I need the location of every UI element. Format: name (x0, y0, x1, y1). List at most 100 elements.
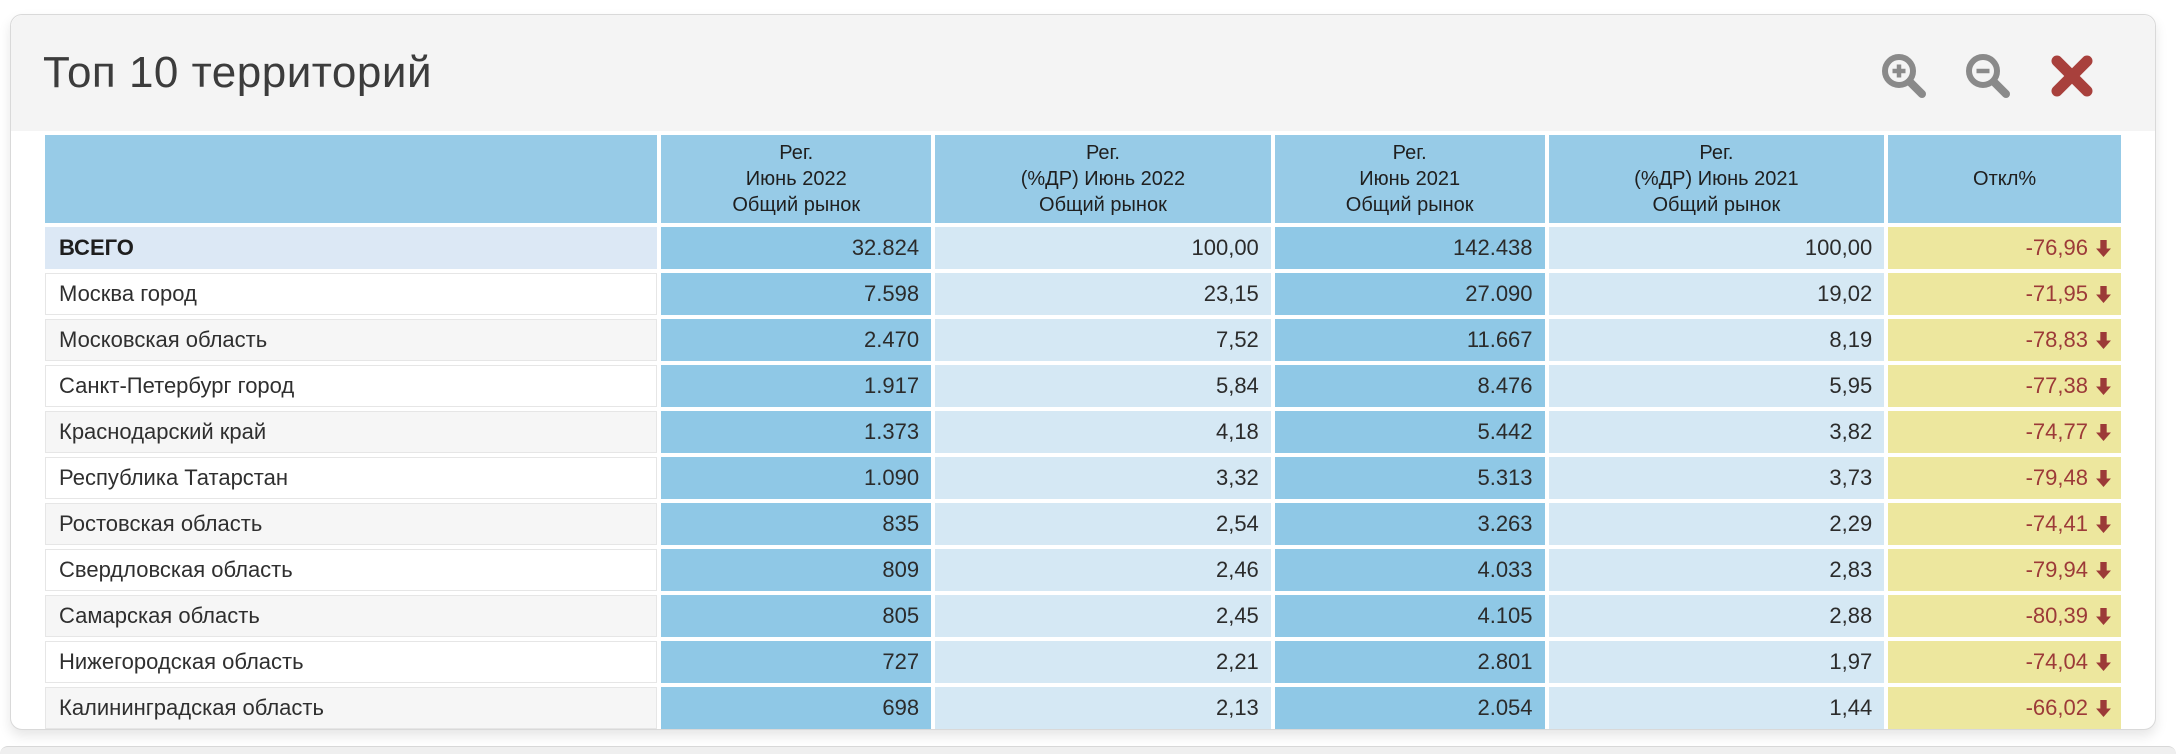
header-line: Общий рынок (1039, 194, 1167, 216)
percent-cell[interactable]: 2,88 (1548, 595, 1885, 637)
deviation-cell[interactable]: -74,04 (1888, 641, 2121, 683)
percent-cell[interactable]: 2,83 (1548, 549, 1885, 591)
territory-cell[interactable]: Санкт-Петербург город (45, 365, 658, 407)
percent-cell[interactable]: 2,46 (935, 549, 1271, 591)
percent-cell[interactable]: 100,00 (935, 227, 1271, 269)
deviation-cell[interactable]: -74,41 (1888, 503, 2121, 545)
territory-cell[interactable]: Краснодарский край (45, 411, 658, 453)
top-territories-widget: Топ 10 территорий (10, 14, 2156, 730)
value-cell[interactable]: 7.598 (661, 273, 932, 315)
value-cell[interactable]: 1.917 (661, 365, 932, 407)
value-cell[interactable]: 4.033 (1274, 549, 1545, 591)
percent-cell[interactable]: 4,18 (935, 411, 1271, 453)
col-header-reg-pct-jun-2022[interactable]: Рег. (%ДР) Июнь 2022 Общий рынок (935, 135, 1271, 223)
value-cell[interactable]: 1.090 (661, 457, 932, 499)
close-button[interactable] (2045, 49, 2099, 103)
percent-cell[interactable]: 1,44 (1548, 687, 1885, 729)
table-row[interactable]: Москва город 7.598 23,15 27.090 19,02 -7… (45, 273, 2121, 315)
trend-down-icon (2096, 424, 2111, 441)
table-row[interactable]: Московская область 2.470 7,52 11.667 8,1… (45, 319, 2121, 361)
territory-cell[interactable]: Самарская область (45, 595, 658, 637)
territory-cell[interactable]: Ростовская область (45, 503, 658, 545)
value-cell[interactable]: 27.090 (1274, 273, 1545, 315)
value-cell[interactable]: 2.470 (661, 319, 932, 361)
percent-cell[interactable]: 7,52 (935, 319, 1271, 361)
trend-down-icon (2096, 332, 2111, 349)
percent-cell[interactable]: 5,95 (1548, 365, 1885, 407)
percent-cell[interactable]: 100,00 (1548, 227, 1885, 269)
deviation-cell[interactable]: -79,48 (1888, 457, 2121, 499)
trend-down-icon (2096, 516, 2111, 533)
trend-down-icon (2096, 470, 2111, 487)
value-cell[interactable]: 727 (661, 641, 932, 683)
col-header-territory[interactable] (45, 135, 658, 223)
table-row[interactable]: Свердловская область 809 2,46 4.033 2,83… (45, 549, 2121, 591)
deviation-cell[interactable]: -76,96 (1888, 227, 2121, 269)
table-row[interactable]: Калининградская область 698 2,13 2.054 1… (45, 687, 2121, 729)
territory-cell[interactable]: Калининградская область (45, 687, 658, 729)
territory-cell[interactable]: Москва город (45, 273, 658, 315)
col-header-reg-jun-2021[interactable]: Рег. Июнь 2021 Общий рынок (1274, 135, 1545, 223)
header-line: Общий рынок (1652, 194, 1781, 216)
percent-cell[interactable]: 2,54 (935, 503, 1271, 545)
value-cell[interactable]: 4.105 (1274, 595, 1545, 637)
value-cell[interactable]: 142.438 (1274, 227, 1545, 269)
territory-cell[interactable]: Московская область (45, 319, 658, 361)
value-cell[interactable]: 835 (661, 503, 932, 545)
value-cell[interactable]: 5.442 (1274, 411, 1545, 453)
value-cell[interactable]: 11.667 (1274, 319, 1545, 361)
territory-cell[interactable]: Республика Татарстан (45, 457, 658, 499)
value-cell[interactable]: 698 (661, 687, 932, 729)
percent-cell[interactable]: 5,84 (935, 365, 1271, 407)
percent-cell[interactable]: 19,02 (1548, 273, 1885, 315)
value-cell[interactable]: 2.801 (1274, 641, 1545, 683)
deviation-cell[interactable]: -80,39 (1888, 595, 2121, 637)
deviation-cell[interactable]: -74,77 (1888, 411, 2121, 453)
table-row[interactable]: Республика Татарстан 1.090 3,32 5.313 3,… (45, 457, 2121, 499)
value-cell[interactable]: 809 (661, 549, 932, 591)
percent-cell[interactable]: 3,73 (1548, 457, 1885, 499)
percent-cell[interactable]: 2,13 (935, 687, 1271, 729)
percent-cell[interactable]: 2,45 (935, 595, 1271, 637)
zoom-in-button[interactable] (1877, 49, 1931, 103)
percent-cell[interactable]: 3,82 (1548, 411, 1885, 453)
next-widget-top-edge (0, 746, 2176, 754)
value-cell[interactable]: 5.313 (1274, 457, 1545, 499)
value-cell[interactable]: 3.263 (1274, 503, 1545, 545)
territory-cell[interactable]: ВСЕГО (45, 227, 658, 269)
territories-table-container: Рег. Июнь 2022 Общий рынок Рег. (%ДР) Ию… (41, 131, 2125, 729)
deviation-cell[interactable]: -66,02 (1888, 687, 2121, 729)
table-row[interactable]: Ростовская область 835 2,54 3.263 2,29 -… (45, 503, 2121, 545)
value-cell[interactable]: 2.054 (1274, 687, 1545, 729)
value-cell[interactable]: 8.476 (1274, 365, 1545, 407)
territory-cell[interactable]: Свердловская область (45, 549, 658, 591)
percent-cell[interactable]: 8,19 (1548, 319, 1885, 361)
col-header-reg-pct-jun-2021[interactable]: Рег. (%ДР) Июнь 2021 Общий рынок (1548, 135, 1885, 223)
table-row-total[interactable]: ВСЕГО 32.824 100,00 142.438 100,00 -76,9… (45, 227, 2121, 269)
header-line: Рег. (1085, 142, 1120, 164)
value-cell[interactable]: 32.824 (661, 227, 932, 269)
trend-down-icon (2096, 562, 2111, 579)
table-row[interactable]: Краснодарский край 1.373 4,18 5.442 3,82… (45, 411, 2121, 453)
table-row[interactable]: Самарская область 805 2,45 4.105 2,88 -8… (45, 595, 2121, 637)
widget-titlebar: Топ 10 территорий (11, 15, 2155, 131)
deviation-cell[interactable]: -71,95 (1888, 273, 2121, 315)
header-line: Рег. (1392, 142, 1427, 164)
col-header-deviation[interactable]: Откл% (1888, 135, 2121, 223)
table-row[interactable]: Нижегородская область 727 2,21 2.801 1,9… (45, 641, 2121, 683)
percent-cell[interactable]: 1,97 (1548, 641, 1885, 683)
deviation-cell[interactable]: -79,94 (1888, 549, 2121, 591)
col-header-reg-jun-2022[interactable]: Рег. Июнь 2022 Общий рынок (661, 135, 932, 223)
territory-cell[interactable]: Нижегородская область (45, 641, 658, 683)
percent-cell[interactable]: 3,32 (935, 457, 1271, 499)
percent-cell[interactable]: 2,21 (935, 641, 1271, 683)
deviation-cell[interactable]: -78,83 (1888, 319, 2121, 361)
percent-cell[interactable]: 2,29 (1548, 503, 1885, 545)
deviation-cell[interactable]: -77,38 (1888, 365, 2121, 407)
value-cell[interactable]: 805 (661, 595, 932, 637)
zoom-out-button[interactable] (1961, 49, 2015, 103)
deviation-value: -79,94 (2025, 557, 2088, 582)
table-row[interactable]: Санкт-Петербург город 1.917 5,84 8.476 5… (45, 365, 2121, 407)
value-cell[interactable]: 1.373 (661, 411, 932, 453)
percent-cell[interactable]: 23,15 (935, 273, 1271, 315)
